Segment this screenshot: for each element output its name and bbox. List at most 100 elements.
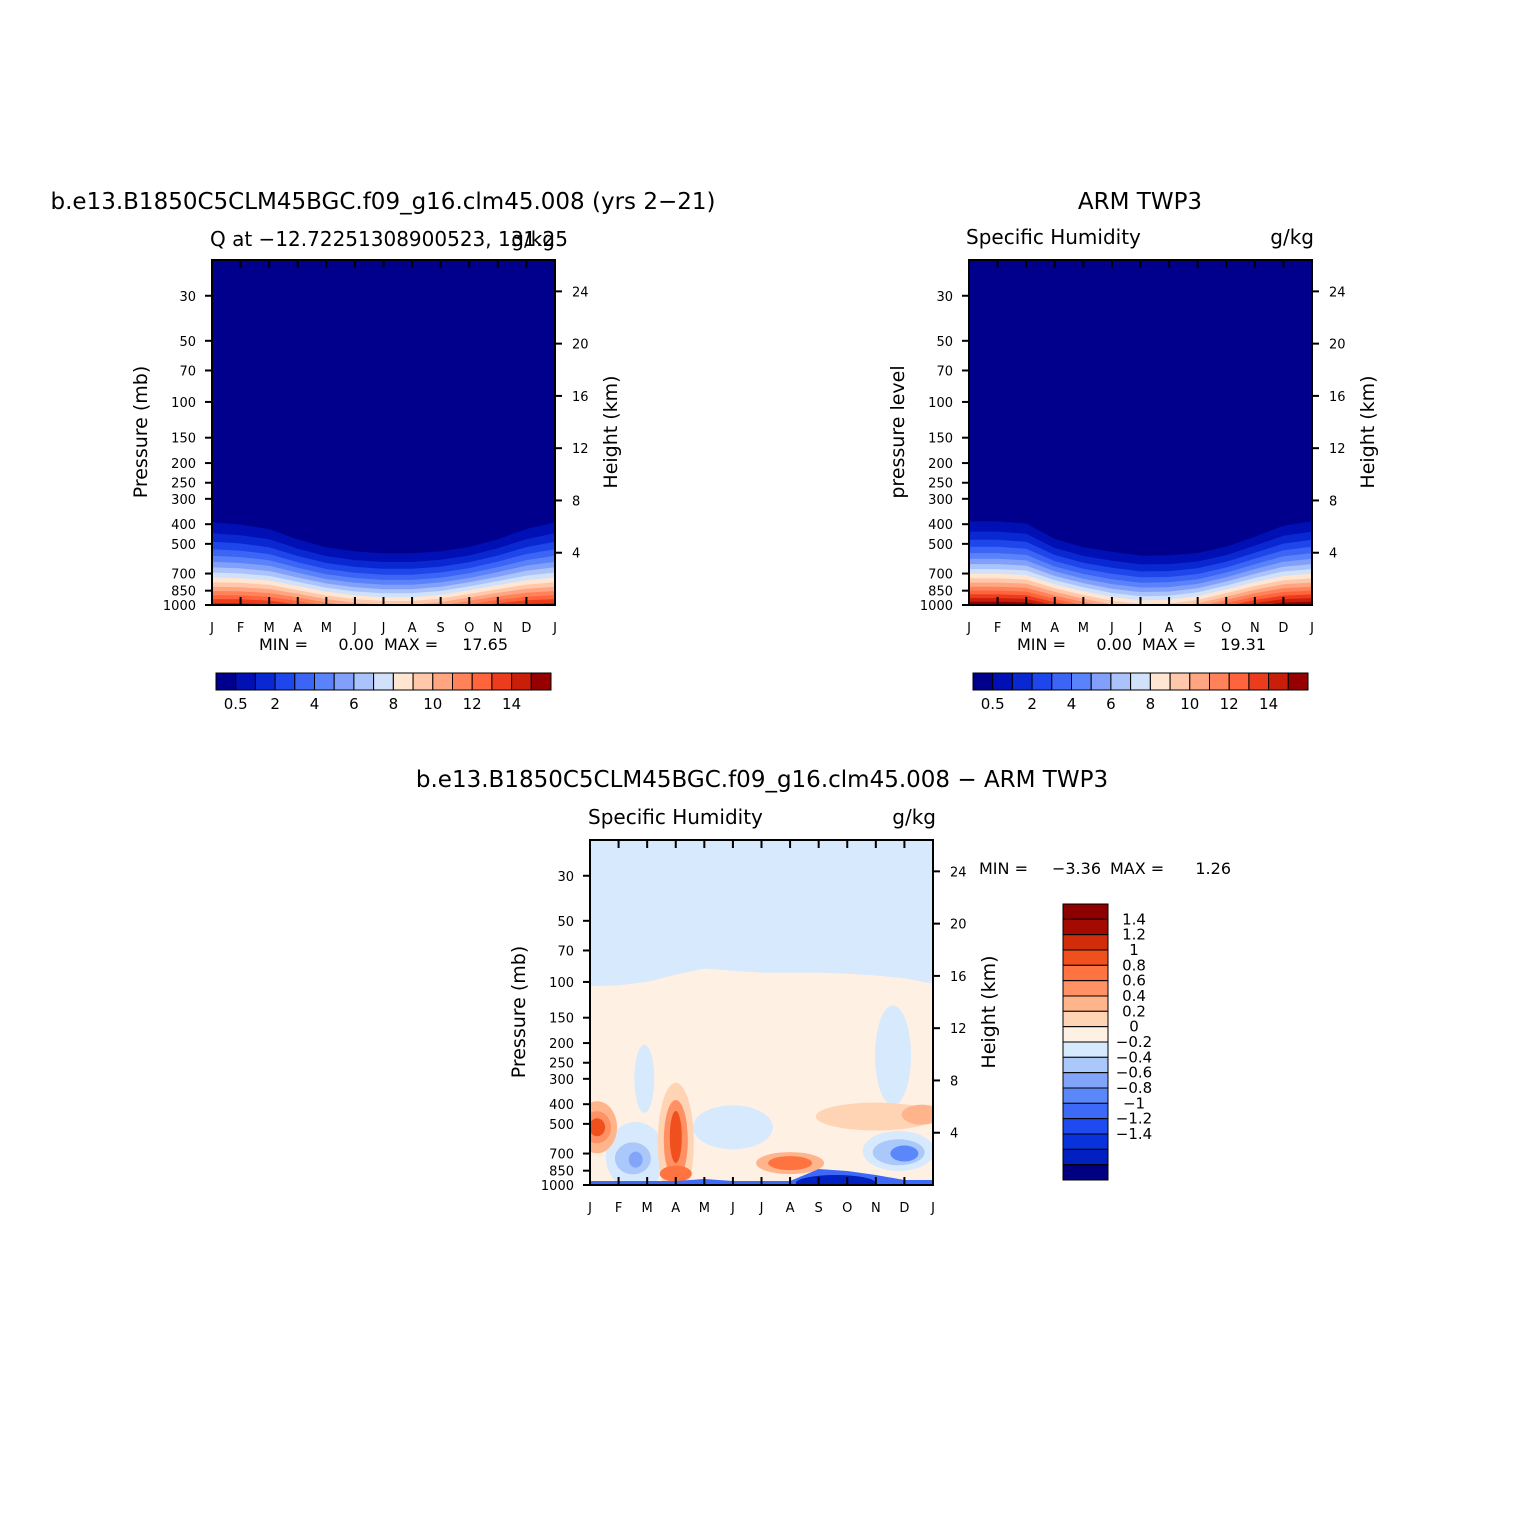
month-label: S	[437, 621, 445, 636]
panel-diff-subtitle: Specific Humidity	[588, 805, 763, 829]
height-label: 16	[572, 390, 589, 405]
colorbar-label: 0.2	[1122, 1002, 1146, 1020]
colorbar-swatch	[1031, 672, 1053, 691]
colorbar-swatch	[1189, 672, 1211, 691]
pressure-label: 1000	[920, 599, 953, 614]
pressure-label: 50	[179, 335, 196, 350]
height-label: 20	[1329, 338, 1346, 353]
height-label: 8	[572, 494, 580, 509]
colorbar-label: −1	[1123, 1094, 1145, 1112]
panel-diff-units: g/kg	[892, 805, 936, 829]
month-label: O	[1221, 621, 1231, 636]
colorbar-swatch	[1062, 1072, 1109, 1089]
colorbar-swatch	[392, 672, 414, 691]
diff-blob-negative	[890, 1145, 919, 1162]
height-label: 12	[1329, 442, 1346, 457]
month-label: A	[1050, 621, 1059, 636]
pressure-label: 200	[549, 1037, 574, 1052]
pressure-label: 500	[928, 538, 953, 553]
panel-model-max-label: MAX =	[384, 635, 438, 654]
colorbar-swatch	[530, 672, 552, 691]
colorbar-swatch	[1169, 672, 1191, 691]
height-label: 4	[950, 1127, 958, 1142]
diff-blob-negative	[634, 1044, 655, 1113]
month-label: A	[293, 621, 302, 636]
month-label: F	[615, 1201, 622, 1216]
colorbar-swatch	[1062, 1133, 1109, 1150]
pressure-label: 150	[549, 1012, 574, 1027]
pressure-label: 1000	[541, 1179, 574, 1194]
diff-blob-negative	[875, 1005, 911, 1106]
month-label: N	[1250, 621, 1260, 636]
month-label: D	[1278, 621, 1288, 636]
month-label: A	[1165, 621, 1174, 636]
pressure-label: 300	[549, 1073, 574, 1088]
colorbar-swatch	[1209, 672, 1230, 691]
colorbar-swatch	[1248, 672, 1270, 691]
colorbar-label: 6	[349, 695, 359, 713]
panel-obs-min-value: 0.00	[1096, 635, 1132, 654]
panel-model-subtitle: Q at −12.72251308900523, 131.25	[210, 227, 568, 251]
height-label: 24	[950, 865, 967, 880]
panel-obs-max-label: MAX =	[1142, 635, 1196, 654]
colorbar-swatch	[1011, 672, 1033, 691]
colorbar-swatch	[254, 672, 276, 691]
panel-model-ylabel-right: Height (km)	[600, 375, 622, 488]
colorbar-swatch	[471, 672, 493, 691]
colorbar-label: 0.5	[224, 695, 248, 713]
pressure-label: 250	[549, 1057, 574, 1072]
pressure-label: 100	[928, 396, 953, 411]
colorbar-label: 10	[423, 695, 442, 713]
panel-diff-ylabel-right: Height (km)	[978, 955, 1000, 1068]
panel-obs-subtitle: Specific Humidity	[966, 225, 1141, 249]
colorbar-swatch	[1149, 672, 1171, 691]
colorbar-swatch	[1062, 1164, 1109, 1181]
colorbar-swatch	[1228, 672, 1250, 691]
colorbar-swatch	[235, 672, 256, 691]
pressure-label: 850	[171, 585, 196, 600]
pressure-label: 70	[557, 944, 574, 959]
month-label: O	[464, 621, 474, 636]
pressure-label: 50	[936, 335, 953, 350]
panel-diff-min-label: MIN =	[979, 859, 1028, 878]
pressure-label: 500	[171, 538, 196, 553]
colorbar-label: −0.6	[1116, 1064, 1152, 1082]
month-label: S	[1194, 621, 1202, 636]
pressure-label: 700	[549, 1148, 574, 1163]
colorbar-label: 8	[389, 695, 399, 713]
colorbar-swatch	[1062, 964, 1109, 982]
colorbar-swatch	[992, 672, 1013, 691]
pressure-label: 30	[179, 290, 196, 305]
month-label: M	[642, 1201, 653, 1216]
month-label: F	[994, 621, 1001, 636]
pressure-label: 100	[549, 976, 574, 991]
colorbar-swatch	[353, 672, 375, 691]
panel-model-colorbar: 0.5 2 4 6 8 10 12 14	[215, 672, 552, 713]
panel-diff-title: b.e13.B1850C5CLM45BGC.f09_g16.clm45.008 …	[416, 767, 1108, 793]
panel-model-contours	[212, 260, 555, 605]
colorbar-swatch	[1062, 1102, 1109, 1120]
diff-blob-negative	[692, 1105, 773, 1150]
month-label: A	[671, 1201, 680, 1216]
height-label: 12	[572, 442, 589, 457]
pressure-label: 70	[936, 364, 953, 379]
pressure-label: 1000	[163, 599, 196, 614]
colorbar-label: 10	[1180, 695, 1199, 713]
colorbar-swatch	[972, 672, 994, 691]
panel-obs-max-value: 19.31	[1220, 635, 1266, 654]
month-label: A	[408, 621, 417, 636]
pressure-label: 300	[171, 493, 196, 508]
colorbar-swatch	[1062, 903, 1109, 920]
colorbar-label: 4	[1067, 695, 1077, 713]
height-label: 4	[1329, 547, 1337, 562]
colorbar-swatch	[1062, 1087, 1109, 1104]
pressure-label: 700	[928, 568, 953, 583]
colorbar-label: 0.8	[1122, 956, 1146, 974]
colorbar-label: 12	[1220, 695, 1239, 713]
pressure-label: 50	[557, 915, 574, 930]
height-label: 24	[1329, 285, 1346, 300]
colorbar-swatch	[452, 672, 473, 691]
